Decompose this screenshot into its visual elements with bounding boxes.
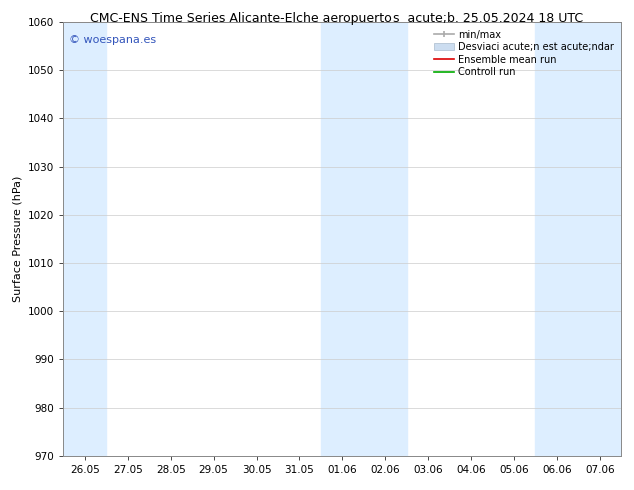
Bar — [63, 22, 107, 456]
Bar — [536, 22, 578, 456]
Y-axis label: Surface Pressure (hPa): Surface Pressure (hPa) — [13, 176, 23, 302]
Text: s  acute;b. 25.05.2024 18 UTC: s acute;b. 25.05.2024 18 UTC — [393, 12, 583, 25]
Text: CMC-ENS Time Series Alicante-Elche aeropuerto: CMC-ENS Time Series Alicante-Elche aerop… — [90, 12, 392, 25]
Text: © woespana.es: © woespana.es — [69, 35, 156, 45]
Bar — [364, 22, 407, 456]
Bar — [578, 22, 621, 456]
Legend: min/max, Desviaci acute;n est acute;ndar, Ensemble mean run, Controll run: min/max, Desviaci acute;n est acute;ndar… — [431, 27, 616, 80]
Bar — [321, 22, 364, 456]
